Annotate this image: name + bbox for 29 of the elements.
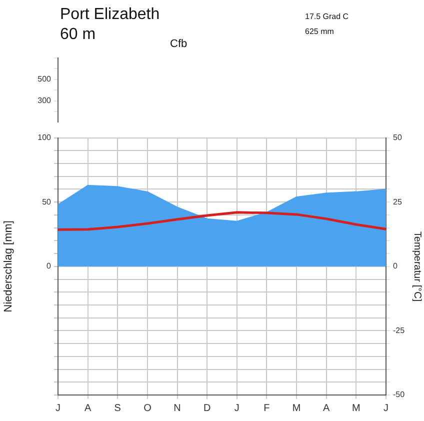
x-tick-label: A bbox=[323, 402, 330, 414]
x-tick-label: D bbox=[203, 402, 211, 414]
chart-title: Port Elizabeth bbox=[60, 6, 160, 24]
x-tick-label: N bbox=[174, 402, 181, 414]
x-tick-label: O bbox=[144, 402, 152, 414]
chart-subtitle: 60 m bbox=[60, 26, 96, 44]
y-tick-label: 100 bbox=[38, 133, 52, 142]
y3-tick-label: 500 bbox=[38, 74, 52, 84]
x-tick-label: J bbox=[234, 402, 240, 414]
y-tick-label: 50 bbox=[42, 197, 52, 206]
y2-tick-label: -25 bbox=[393, 326, 406, 335]
y2-axis-title: Temperatur [°C] bbox=[411, 231, 422, 302]
x-tick-label: A bbox=[84, 402, 92, 414]
y2-tick-label: -50 bbox=[393, 390, 406, 400]
y2-tick-label: 0 bbox=[393, 262, 398, 271]
x-tick-label: M bbox=[352, 402, 360, 414]
y2-tick-label: 25 bbox=[393, 197, 402, 206]
x-tick-label: J bbox=[384, 402, 388, 414]
text: 625 mm bbox=[305, 27, 334, 36]
x-tick-label: J bbox=[56, 402, 60, 414]
y-tick-label: 0 bbox=[46, 262, 52, 271]
text: Cfb bbox=[170, 38, 188, 50]
x-tick-label: M bbox=[292, 402, 301, 414]
x-tick-label: S bbox=[114, 402, 122, 414]
y-axis-title: Niederschlag [mm] bbox=[2, 220, 15, 312]
x-tick-label: F bbox=[264, 402, 270, 414]
y3-tick-label: 300 bbox=[38, 96, 52, 106]
text: 17.5 Grad C bbox=[305, 12, 349, 21]
y2-tick-label: 50 bbox=[393, 133, 402, 142]
